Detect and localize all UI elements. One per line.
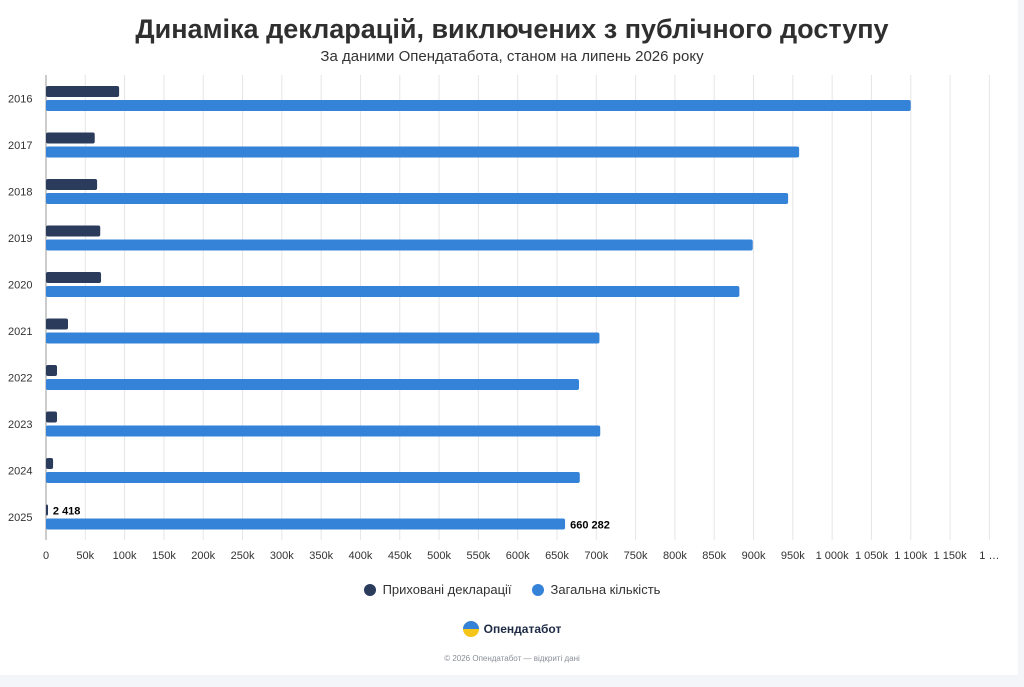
chart-subtitle: За даними Опендатабота, станом на липень… — [320, 48, 704, 65]
bar-hidden — [46, 411, 58, 423]
copyright-text: © 2026 Опендатабот — відкриті дані — [444, 654, 580, 663]
x-tick-label: 950k — [781, 550, 805, 562]
y-tick-label: 2017 — [8, 140, 32, 152]
bar-total — [46, 100, 911, 111]
bar-hidden — [46, 86, 120, 97]
legend-label-total: Загальна кількість — [550, 582, 661, 597]
brand-name: Опендатабот — [483, 622, 562, 636]
x-tick-label: 150k — [152, 550, 176, 562]
legend-label-hidden: Приховані декларації — [382, 582, 512, 597]
y-tick-label: 2016 — [8, 93, 32, 105]
data-label: 2 418 — [53, 506, 81, 518]
data-label: 660 282 — [570, 520, 610, 532]
x-tick-label: 900k — [742, 550, 766, 562]
y-tick-label: 2018 — [8, 186, 32, 198]
x-tick-label: 550k — [466, 550, 490, 562]
bar-hidden — [46, 458, 54, 469]
bar-total — [46, 146, 800, 158]
x-tick-label: 1 … — [979, 550, 999, 562]
x-tick-label: 450k — [388, 550, 412, 562]
legend-marker-hidden — [363, 583, 376, 596]
chart-title: Динаміка декларацій, виключених з публіч… — [135, 14, 889, 44]
y-tick-label: 2023 — [8, 419, 32, 431]
x-tick-label: 50k — [76, 550, 94, 562]
bar-total — [46, 379, 580, 390]
y-tick-label: 2024 — [8, 465, 32, 477]
x-tick-label: 500k — [427, 550, 451, 562]
bar-hidden — [46, 318, 69, 330]
bar-hidden — [46, 179, 98, 190]
x-tick-label: 750k — [624, 550, 648, 562]
y-tick-label: 2025 — [8, 512, 32, 524]
x-tick-label: 1 100k — [894, 550, 928, 562]
bar-hidden — [46, 504, 48, 516]
x-tick-label: 700k — [584, 550, 608, 562]
x-tick-label: 600k — [506, 550, 530, 562]
legend-marker-total — [531, 583, 544, 596]
bar-total — [46, 193, 789, 204]
bar-hidden — [46, 365, 58, 376]
bar-hidden — [46, 225, 101, 237]
x-tick-label: 400k — [349, 550, 373, 562]
bar-total — [46, 239, 753, 251]
bar-total — [46, 425, 601, 437]
brand-logo[interactable]: Опендатабот — [0, 621, 1024, 637]
x-tick-label: 0 — [43, 550, 49, 562]
y-tick-label: 2020 — [8, 279, 32, 291]
y-tick-label: 2021 — [8, 326, 32, 338]
opendatabot-logo-icon — [462, 621, 479, 637]
bar-total — [46, 518, 566, 530]
x-tick-label: 300k — [270, 550, 294, 562]
bar-hidden — [46, 272, 102, 283]
x-tick-label: 200k — [191, 550, 215, 562]
x-tick-label: 1 050k — [855, 550, 889, 562]
x-tick-label: 1 000k — [816, 550, 850, 562]
x-tick-label: 650k — [545, 550, 569, 562]
x-tick-label: 350k — [309, 550, 333, 562]
bar-hidden — [46, 132, 95, 144]
x-tick-label: 1 150k — [934, 550, 968, 562]
legend-item-total[interactable]: Загальна кількість — [531, 582, 661, 597]
x-tick-label: 100k — [113, 550, 137, 562]
x-tick-label: 250k — [231, 550, 255, 562]
bar-total — [46, 472, 580, 483]
y-tick-label: 2022 — [8, 372, 32, 384]
bar-total — [46, 332, 600, 344]
chart-legend: Приховані декларації Загальна кількість — [0, 582, 1024, 597]
x-tick-label: 850k — [702, 550, 726, 562]
x-tick-label: 800k — [663, 550, 687, 562]
bar-total — [46, 286, 740, 297]
legend-item-hidden[interactable]: Приховані декларації — [363, 582, 512, 597]
bar-chart: 0 50k 100k 150k 200k 250k 300k 350k 400k 450k 500k… — [8, 75, 999, 562]
y-tick-label: 2019 — [8, 233, 32, 245]
